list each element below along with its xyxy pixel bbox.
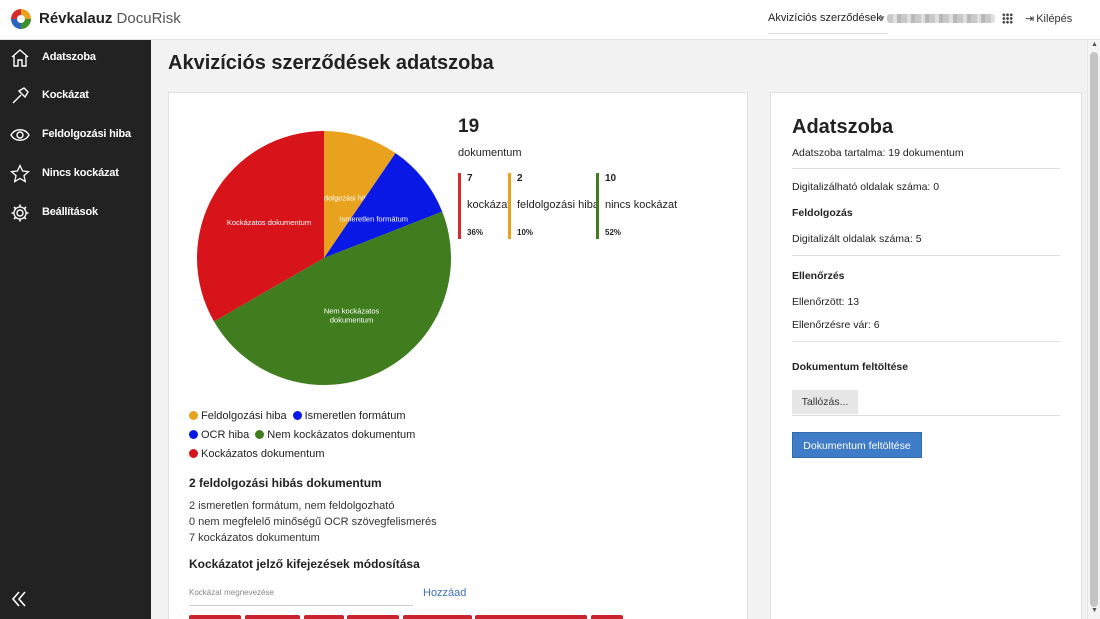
scrollbar-thumb[interactable] bbox=[1090, 52, 1098, 607]
stat-no-risk[interactable]: 10 nincs kockázat 52% bbox=[596, 173, 677, 239]
side-title: Adatszoba bbox=[792, 116, 894, 138]
processing-heading: Feldolgozás bbox=[792, 207, 853, 219]
logout-link[interactable]: ⇥ Kilépés bbox=[1025, 13, 1073, 25]
pie-slice-label: dokumentum bbox=[330, 316, 373, 325]
scroll-up-icon[interactable]: ▲ bbox=[1091, 41, 1098, 48]
upload-heading: Dokumentum feltöltése bbox=[792, 361, 909, 373]
check-heading: Ellenőrzés bbox=[792, 270, 845, 282]
waiting-count: Ellenőrzésre vár: 6 bbox=[792, 319, 880, 331]
digitizable-pages: Digitalizálható oldalak száma: 0 bbox=[792, 181, 940, 193]
scroll-down-icon[interactable]: ▼ bbox=[1091, 607, 1098, 614]
risk-terms-heading: Kockázatot jelző kifejezések módosítása bbox=[189, 557, 420, 571]
pie-slice-label: Ismeretlen formátum bbox=[339, 214, 408, 223]
logout-icon: ⇥ bbox=[1025, 13, 1035, 25]
dataroom-info-card bbox=[770, 92, 1082, 619]
risk-term-tag[interactable] bbox=[245, 615, 300, 619]
sidebar: Adatszoba Kockázat Feldolgozási hiba Nin… bbox=[0, 40, 151, 619]
legend-dot bbox=[255, 430, 265, 439]
digitized-pages: Digitalizált oldalak száma: 5 bbox=[792, 233, 922, 245]
pie-slice-label: Nem kockázatos bbox=[324, 307, 380, 316]
legend-dot bbox=[189, 430, 198, 439]
legend-item[interactable]: OCR hiba bbox=[189, 429, 249, 441]
brand-title: Révkalauz DocuRisk bbox=[39, 10, 181, 27]
page-title: Akvizíciós szerződések adatszoba bbox=[168, 52, 494, 74]
risk-term-tag[interactable] bbox=[189, 615, 241, 619]
risk-term-tag[interactable] bbox=[475, 615, 587, 619]
divider bbox=[792, 341, 1060, 342]
sidebar-item-beallitasok[interactable]: Beállítások bbox=[0, 195, 151, 231]
pie-slice[interactable] bbox=[214, 211, 451, 385]
home-icon bbox=[11, 49, 29, 67]
sidebar-item-adatszoba[interactable]: Adatszoba bbox=[0, 40, 151, 76]
legend-item[interactable]: Feldolgozási hiba bbox=[189, 410, 287, 422]
collapse-sidebar-icon[interactable] bbox=[10, 590, 28, 608]
add-risk-link[interactable]: Hozzáad bbox=[423, 587, 467, 599]
legend-dot bbox=[292, 411, 302, 420]
browse-button[interactable]: Tallózás... bbox=[792, 390, 858, 414]
legend-item[interactable]: Nem kockázatos dokumentum bbox=[255, 429, 415, 441]
risk-term-tag[interactable] bbox=[304, 615, 344, 619]
sidebar-item-feldolgozasi-hiba[interactable]: Feldolgozási hiba bbox=[0, 117, 151, 153]
total-count: 19 bbox=[458, 116, 480, 137]
pie-slice[interactable] bbox=[197, 131, 324, 322]
gear-icon bbox=[11, 204, 29, 222]
upload-document-button[interactable]: Dokumentum feltöltése bbox=[792, 432, 922, 458]
legend-dot bbox=[189, 449, 198, 458]
divider bbox=[792, 168, 1060, 169]
stat-risk[interactable]: 7 kockázat 36% bbox=[458, 173, 510, 239]
page-scrollbar[interactable]: ▲ ▼ bbox=[1087, 40, 1100, 619]
total-label: dokumentum bbox=[458, 147, 522, 159]
risk-term-tag[interactable] bbox=[591, 615, 623, 619]
dataroom-content: Adatszoba tartalma: 19 dokumentum bbox=[792, 147, 964, 159]
checked-count: Ellenőrzött: 13 bbox=[792, 296, 860, 308]
pie-slice[interactable] bbox=[324, 131, 396, 258]
pie-slice-label: Kockázatos dokumentum bbox=[227, 218, 311, 227]
pie-slice[interactable] bbox=[324, 153, 443, 258]
hammer-icon bbox=[12, 87, 29, 104]
risk-name-input[interactable]: Kockázat megnevezése bbox=[189, 586, 413, 606]
dataroom-selector[interactable]: Akvizíciós szerződések ▼ bbox=[768, 8, 888, 34]
risk-term-tag[interactable] bbox=[347, 615, 399, 619]
stat-processing-error[interactable]: 2 feldolgozási hiba 10% bbox=[508, 173, 599, 239]
error-line: 0 nem megfelelő minőségű OCR szövegfelis… bbox=[189, 516, 437, 528]
legend-dot bbox=[189, 411, 198, 420]
sidebar-item-kockazat[interactable]: Kockázat bbox=[0, 78, 151, 114]
star-icon bbox=[10, 164, 30, 183]
apps-grid-icon[interactable] bbox=[1002, 13, 1013, 24]
caret-down-icon: ▼ bbox=[878, 14, 886, 23]
legend-item[interactable]: Kockázatos dokumentum bbox=[189, 448, 325, 460]
eye-icon bbox=[10, 129, 30, 141]
sidebar-item-nincs-kockazat[interactable]: Nincs kockázat bbox=[0, 156, 151, 192]
error-line: 2 ismeretlen formátum, nem feldolgozható bbox=[189, 500, 395, 512]
risk-term-tag[interactable] bbox=[403, 615, 472, 619]
legend-item[interactable]: Ismeretlen formátum bbox=[292, 410, 406, 422]
logo-icon bbox=[11, 9, 31, 29]
document-pie-chart: Feldolgozási hiba Ismeretlen formátum Nem … bbox=[197, 131, 451, 385]
errors-heading: 2 feldolgozási hibás dokumentum bbox=[189, 476, 382, 490]
error-line: 7 kockázatos dokumentum bbox=[189, 532, 320, 544]
divider bbox=[792, 255, 1060, 256]
file-input-underline bbox=[792, 415, 1060, 416]
pie-slice-label: Feldolgozási hiba bbox=[314, 193, 373, 202]
top-bar: Révkalauz DocuRisk Akvizíciós szerződése… bbox=[0, 0, 1100, 40]
user-name-redacted bbox=[887, 14, 995, 23]
